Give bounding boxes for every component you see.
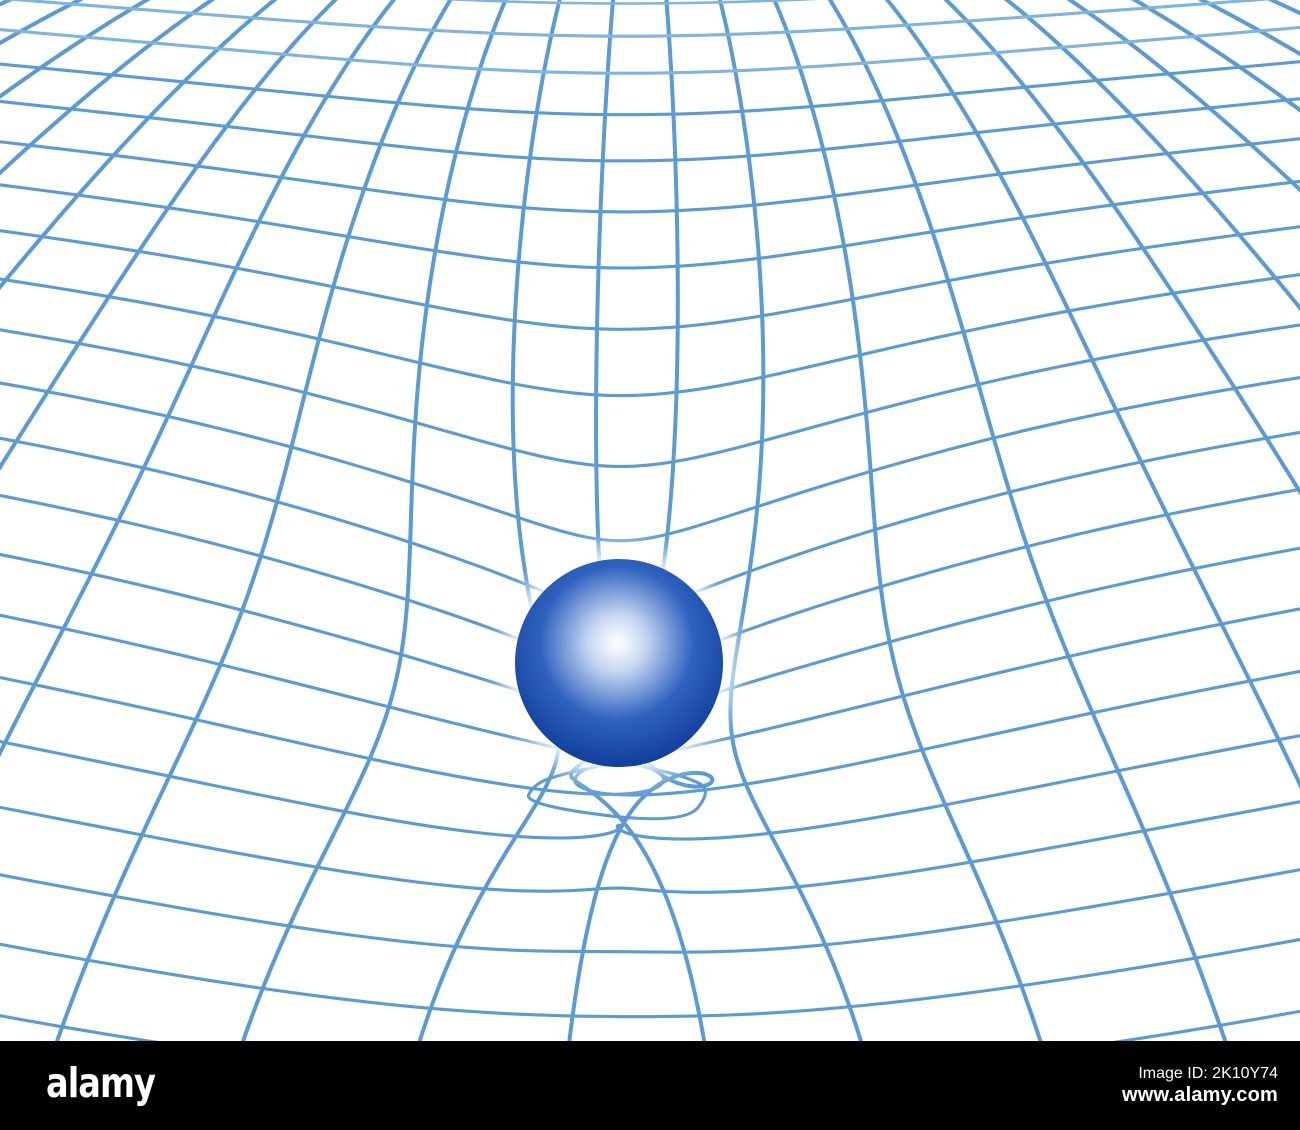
grid-line-vertical xyxy=(1130,0,1300,113)
grid-line-horizontal xyxy=(0,137,1300,214)
spacetime-grid-layer xyxy=(0,0,1300,1041)
grid-line-horizontal xyxy=(0,937,1300,1019)
grid-line-horizontal xyxy=(0,25,1300,75)
grid-line-vertical xyxy=(567,0,715,1041)
grid-line-horizontal xyxy=(0,97,1300,163)
grid-line-horizontal xyxy=(0,375,1300,543)
grid-line-horizontal xyxy=(0,868,1300,954)
grid-line-vertical xyxy=(0,0,300,619)
spacetime-grid-svg xyxy=(0,0,1300,1041)
grid-line-horizontal xyxy=(0,273,1300,398)
grid-line-horizontal xyxy=(0,179,1300,270)
grid-line-horizontal xyxy=(1,0,1274,38)
site-url-label: www.alamy.com xyxy=(1122,1084,1278,1107)
grid-line-vertical xyxy=(0,0,216,176)
grid-line-horizontal xyxy=(437,0,820,5)
image-id-label: Image ID: 2K10Y74 xyxy=(1138,1064,1278,1082)
grid-line-horizontal xyxy=(0,607,1300,821)
grid-line-vertical xyxy=(943,0,1300,496)
grid-line-horizontal xyxy=(0,734,1300,841)
grid-vertical-lines xyxy=(0,0,1300,1041)
watermark-meta: Image ID: 2K10Y74 www.alamy.com xyxy=(1122,1064,1278,1108)
grid-line-horizontal xyxy=(0,669,1300,797)
massive-body-sphere xyxy=(515,559,723,767)
watermark-bar: alamy Image ID: 2K10Y74 www.alamy.com xyxy=(0,1041,1300,1130)
grid-horizontal-lines xyxy=(0,0,1300,1041)
grid-line-horizontal xyxy=(0,323,1300,468)
grid-line-horizontal xyxy=(0,430,1300,619)
alamy-logo: alamy xyxy=(46,1059,156,1107)
grid-line-horizontal xyxy=(0,60,1300,117)
grid-line-horizontal xyxy=(0,225,1300,331)
grid-line-horizontal xyxy=(0,800,1300,894)
grid-line-vertical xyxy=(569,0,707,1041)
sphere-gradient xyxy=(515,559,723,767)
